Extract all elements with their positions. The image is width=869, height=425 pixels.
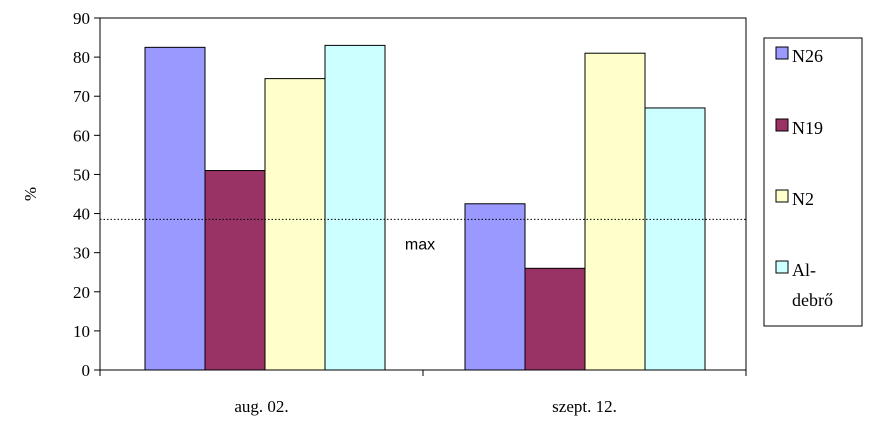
- legend-swatch-n2: [775, 189, 789, 203]
- legend-swatch-al-debr-: [775, 260, 789, 274]
- y-tick-label: 50: [73, 165, 90, 184]
- legend: N26 N19 N2 Al-debrő: [763, 37, 863, 327]
- x-category-label: aug. 02.: [234, 397, 288, 416]
- legend-label-al-debr-: Al-: [792, 260, 816, 280]
- legend-swatch-n26: [775, 46, 789, 60]
- legend-box: [763, 37, 863, 327]
- bar-n26-2: [464, 203, 526, 371]
- bar-n26-1: [144, 46, 206, 371]
- legend-label-n19: N19: [792, 118, 823, 138]
- legend-label-n26: N26: [792, 46, 823, 66]
- y-tick-label: 0: [82, 361, 91, 380]
- y-tick-label: 20: [73, 283, 90, 302]
- bar-n19-2: [524, 267, 586, 371]
- legend-label-n2: N2: [792, 189, 814, 209]
- bar-al-debr--1: [324, 44, 386, 371]
- legend-swatch-n19: [775, 118, 789, 132]
- y-tick-label: 40: [73, 205, 90, 224]
- y-tick-label: 30: [73, 244, 90, 263]
- y-tick-label: 80: [73, 48, 90, 67]
- bar-n19-1: [204, 170, 266, 371]
- reference-line-label: max: [405, 236, 435, 253]
- bar-n2-2: [584, 52, 646, 371]
- y-tick-label: 60: [73, 126, 90, 145]
- plot-area: 0 10 20 30 40 50 60 70 80 90% aug. 02. szept. 12. ma…: [21, 9, 747, 416]
- y-axis-label: %: [21, 187, 40, 201]
- legend-label-al-debr-: debrő: [792, 290, 833, 310]
- bar-n2-1: [264, 78, 326, 371]
- x-category-label: szept. 12.: [552, 397, 617, 416]
- y-tick-label: 90: [73, 9, 90, 28]
- y-tick-label: 70: [73, 87, 90, 106]
- y-tick-label: 10: [73, 322, 90, 341]
- bar-al-debr--2: [644, 107, 706, 371]
